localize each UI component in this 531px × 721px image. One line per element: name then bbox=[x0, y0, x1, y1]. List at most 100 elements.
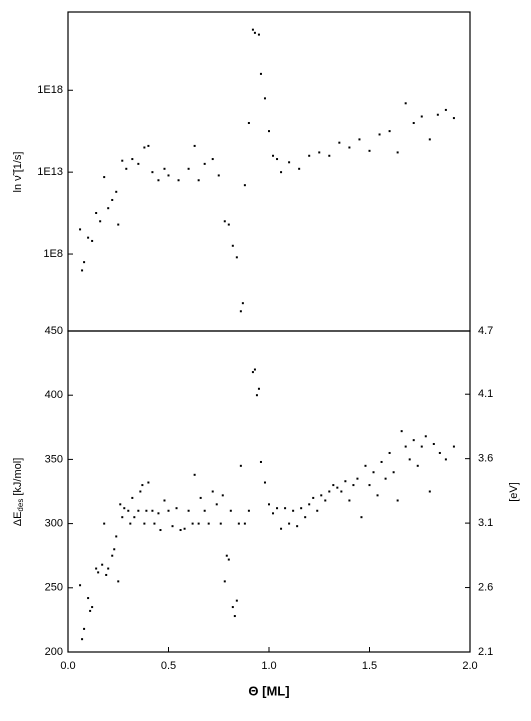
point bbox=[428, 138, 431, 141]
point bbox=[356, 477, 359, 480]
point bbox=[103, 522, 106, 525]
point bbox=[229, 509, 232, 512]
y-tick-label: 250 bbox=[45, 582, 63, 594]
point bbox=[400, 430, 403, 433]
y2-tick-label: 4.7 bbox=[478, 325, 493, 337]
point bbox=[420, 115, 423, 118]
point bbox=[288, 522, 291, 525]
point bbox=[428, 490, 431, 493]
point bbox=[101, 563, 104, 566]
point bbox=[163, 167, 166, 170]
point bbox=[257, 33, 260, 36]
point bbox=[404, 102, 407, 105]
point bbox=[197, 522, 200, 525]
point bbox=[99, 220, 102, 223]
point bbox=[215, 503, 218, 506]
point bbox=[259, 460, 262, 463]
point bbox=[324, 499, 327, 502]
point bbox=[263, 97, 266, 100]
point bbox=[129, 522, 132, 525]
point bbox=[179, 529, 182, 532]
point bbox=[177, 179, 180, 182]
point bbox=[235, 599, 238, 602]
point bbox=[151, 171, 154, 174]
point bbox=[241, 302, 244, 305]
point bbox=[239, 464, 242, 467]
point bbox=[452, 117, 455, 120]
y2-tick-label: 3.6 bbox=[478, 453, 493, 465]
point bbox=[119, 503, 122, 506]
point bbox=[219, 522, 222, 525]
point bbox=[247, 509, 250, 512]
point bbox=[360, 516, 363, 519]
point bbox=[95, 212, 98, 215]
point bbox=[320, 494, 323, 497]
point bbox=[105, 573, 108, 576]
point bbox=[380, 460, 383, 463]
point bbox=[388, 451, 391, 454]
point bbox=[388, 130, 391, 133]
point bbox=[420, 445, 423, 448]
x-tick-label: 0.0 bbox=[60, 660, 75, 672]
point bbox=[251, 371, 254, 374]
x-tick-label: 0.5 bbox=[161, 660, 176, 672]
point bbox=[396, 499, 399, 502]
point bbox=[239, 310, 242, 313]
point bbox=[193, 144, 196, 147]
point bbox=[392, 471, 395, 474]
point bbox=[145, 509, 148, 512]
point bbox=[412, 439, 415, 442]
point bbox=[296, 525, 299, 528]
point bbox=[127, 509, 130, 512]
point bbox=[139, 490, 142, 493]
y2-tick-label: 3.1 bbox=[478, 517, 493, 529]
point bbox=[137, 162, 140, 165]
point bbox=[95, 567, 98, 570]
point bbox=[121, 159, 124, 162]
point bbox=[83, 261, 86, 264]
point bbox=[223, 220, 226, 223]
point bbox=[115, 190, 118, 193]
point bbox=[284, 507, 287, 510]
point bbox=[358, 138, 361, 141]
x-tick-label: 1.5 bbox=[362, 660, 377, 672]
point bbox=[300, 507, 303, 510]
point bbox=[328, 490, 331, 493]
y-tick-label: 450 bbox=[45, 325, 63, 337]
y-label-sub: des bbox=[16, 499, 25, 512]
point bbox=[408, 458, 411, 461]
point bbox=[280, 527, 283, 530]
point bbox=[432, 442, 435, 445]
point bbox=[336, 486, 339, 489]
y-tick-label: 1E18 bbox=[37, 84, 63, 96]
y2-tick-label: 2.6 bbox=[478, 581, 493, 593]
y-tick-label: 400 bbox=[45, 389, 63, 401]
point bbox=[163, 499, 166, 502]
point bbox=[288, 161, 291, 164]
point bbox=[378, 133, 381, 136]
x-tick-label: 2.0 bbox=[462, 660, 477, 672]
point bbox=[237, 522, 240, 525]
y-label-main: ΔE bbox=[12, 512, 24, 527]
point bbox=[79, 584, 82, 587]
point bbox=[171, 525, 174, 528]
point bbox=[251, 28, 254, 31]
point bbox=[197, 179, 200, 182]
point bbox=[308, 154, 311, 157]
point bbox=[243, 184, 246, 187]
point bbox=[221, 494, 224, 497]
point bbox=[372, 471, 375, 474]
point bbox=[211, 490, 214, 493]
point bbox=[153, 522, 156, 525]
point bbox=[143, 146, 146, 149]
point bbox=[263, 481, 266, 484]
point bbox=[81, 269, 84, 272]
point bbox=[338, 141, 341, 144]
point bbox=[81, 638, 84, 641]
point bbox=[121, 516, 124, 519]
y-tick-label: 350 bbox=[45, 453, 63, 465]
point bbox=[107, 207, 110, 210]
point bbox=[364, 464, 367, 467]
point bbox=[340, 490, 343, 493]
y-tick-label: 1E8 bbox=[43, 248, 63, 260]
